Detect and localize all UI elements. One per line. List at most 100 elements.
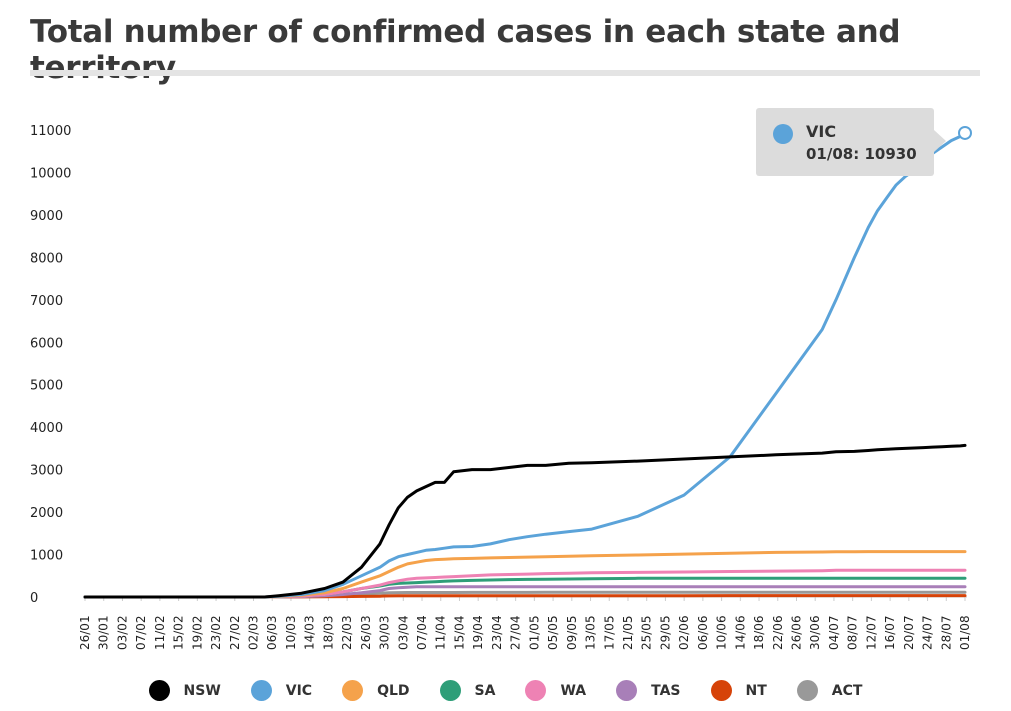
legend-label: WA: [560, 682, 587, 699]
tooltip-value: 01/08: 10930: [806, 145, 917, 163]
chart-title: Total number of confirmed cases in each …: [30, 14, 901, 86]
y-tick-label: 3000: [30, 464, 63, 479]
x-tick-label: 10/03: [284, 615, 298, 650]
series-line-wa[interactable]: [83, 568, 967, 599]
tooltip: VIC 01/08: 10930: [756, 108, 946, 176]
x-tick-label: 15/04: [452, 615, 466, 650]
legend-item-act[interactable]: ACT: [796, 680, 863, 701]
legend-dot: [796, 680, 818, 701]
x-tick-label: 30/03: [378, 615, 392, 650]
y-tick-label: 5000: [30, 379, 63, 394]
x-tick-label: 08/07: [846, 615, 860, 650]
x-tick-label: 01/05: [527, 615, 541, 650]
x-tick-label: 15/02: [172, 615, 186, 650]
x-tick-label: 16/07: [883, 615, 897, 650]
x-tick-label: 09/05: [565, 615, 579, 650]
x-tick-label: 28/07: [939, 615, 953, 650]
x-tick-label: 01/08: [958, 615, 972, 650]
x-tick-label: 14/03: [303, 615, 317, 650]
x-tick-label: 10/06: [715, 615, 729, 650]
series-lines: [83, 131, 967, 599]
x-tick-label: 23/02: [209, 615, 223, 650]
x-tick-label: 07/04: [415, 615, 429, 650]
x-tick-label: 26/01: [78, 615, 92, 650]
legend-label: SA: [474, 682, 496, 699]
y-tick-label: 0: [30, 591, 38, 606]
x-tick-label: 11/02: [153, 615, 167, 650]
x-tick-label: 03/02: [115, 615, 129, 650]
y-tick-label: 8000: [30, 251, 63, 266]
y-tick-label: 10000: [30, 166, 71, 181]
tooltip-series-name: VIC: [806, 122, 837, 141]
y-tick-label: 11000: [30, 124, 71, 139]
y-tick-label: 9000: [30, 209, 63, 224]
x-tick-label: 19/04: [471, 615, 485, 650]
legend-item-vic[interactable]: VIC: [250, 680, 313, 701]
legend-label: ACT: [831, 682, 863, 699]
hover-marker[interactable]: [958, 125, 972, 140]
x-tick-label: 03/04: [396, 615, 410, 650]
series-line-act[interactable]: [83, 590, 967, 599]
x-tick-label: 04/07: [827, 615, 841, 650]
legend-label: NT: [745, 682, 767, 699]
legend-label: NSW: [183, 682, 221, 699]
x-tick-label: 12/07: [864, 615, 878, 650]
legend-item-sa[interactable]: SA: [439, 680, 496, 701]
x-tick-label: 18/03: [321, 615, 335, 650]
legend-label: VIC: [285, 682, 313, 699]
x-tick-label: 11/04: [434, 615, 448, 650]
legend-item-nsw[interactable]: NSW: [148, 680, 221, 701]
series-line-vic[interactable]: [83, 131, 967, 599]
legend: NSW VIC QLD SA WA TAS NT ACT: [0, 680, 1011, 701]
y-tick-label: 6000: [30, 336, 63, 351]
x-axis: 26/01 30/01 03/02 07/02 11/02 15/02 19/02 23/02…: [78, 596, 972, 650]
x-tick-label: 02/06: [677, 615, 691, 650]
x-tick-label: 27/04: [509, 615, 523, 650]
x-tick-label: 06/06: [696, 615, 710, 650]
y-tick-label: 4000: [30, 421, 63, 436]
x-tick-label: 23/04: [490, 615, 504, 650]
x-tick-label: 29/05: [658, 615, 672, 650]
legend-item-qld[interactable]: QLD: [342, 680, 410, 701]
x-tick-label: 18/06: [752, 615, 766, 650]
x-tick-label: 17/05: [602, 615, 616, 650]
x-tick-label: 05/05: [546, 615, 560, 650]
legend-item-tas[interactable]: TAS: [616, 680, 681, 701]
tooltip-series-dot: [773, 124, 793, 144]
series-line-nt[interactable]: [83, 594, 967, 599]
y-tick-label: 7000: [30, 294, 63, 309]
x-tick-label: 25/05: [640, 615, 654, 650]
legend-dot: [342, 680, 364, 701]
x-tick-label: 24/07: [921, 615, 935, 650]
y-tick-label: 2000: [30, 506, 63, 521]
x-tick-label: 21/05: [621, 615, 635, 650]
x-tick-label: 13/05: [584, 615, 598, 650]
series-line-qld[interactable]: [83, 550, 967, 599]
y-axis: 0 1000 2000 3000 4000 5000 6000 7000 8000 9000 100…: [30, 124, 71, 606]
y-tick-label: 1000: [30, 549, 63, 564]
legend-item-nt[interactable]: NT: [710, 680, 767, 701]
x-tick-label: 30/01: [97, 615, 111, 650]
legend-item-wa[interactable]: WA: [525, 680, 586, 701]
x-tick-label: 14/06: [733, 615, 747, 650]
legend-dot: [525, 680, 547, 701]
markers: [958, 125, 972, 140]
series-line-nsw[interactable]: [83, 443, 967, 599]
legend-label: TAS: [651, 682, 681, 699]
x-tick-label: 19/02: [190, 615, 204, 650]
legend-dot: [710, 680, 732, 701]
x-tick-label: 26/06: [789, 615, 803, 650]
series-line-tas[interactable]: [83, 585, 967, 599]
x-tick-label: 20/07: [902, 615, 916, 650]
legend-dot: [616, 680, 638, 701]
x-tick-label: 07/02: [134, 615, 148, 650]
x-tick-label: 27/02: [228, 615, 242, 650]
legend-label: QLD: [377, 682, 410, 699]
legend-dot: [250, 680, 272, 701]
title-divider: [30, 70, 980, 76]
x-tick-label: 02/03: [247, 615, 261, 650]
legend-dot: [439, 680, 461, 701]
x-tick-label: 22/06: [771, 615, 785, 650]
x-tick-label: 30/06: [808, 615, 822, 650]
